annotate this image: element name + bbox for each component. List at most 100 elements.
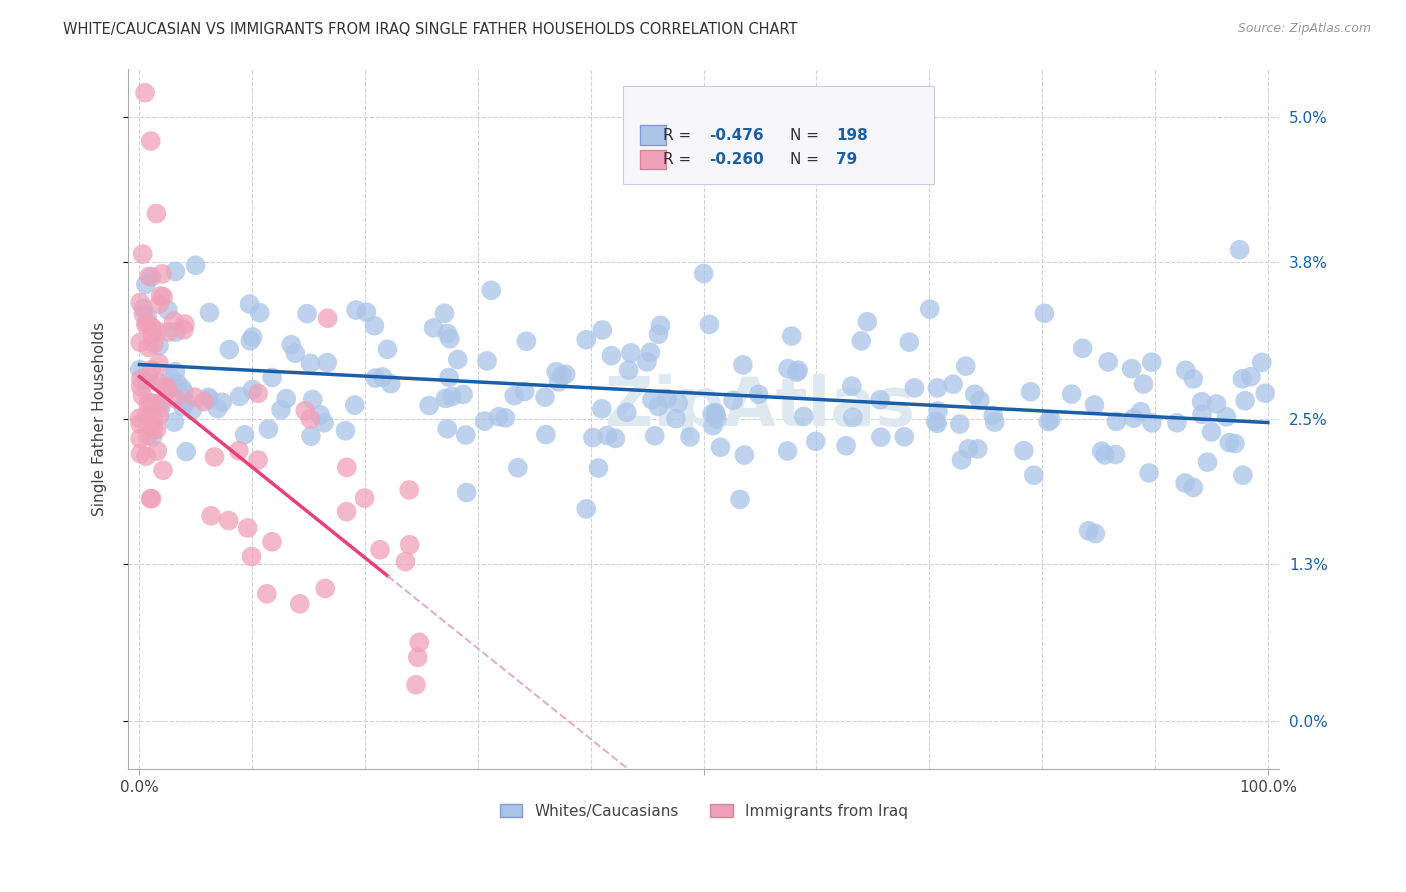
Whites/Caucasians [903, 381, 925, 395]
Whites/Caucasians [165, 264, 187, 278]
Immigrants from Iraq [139, 363, 162, 377]
Whites/Caucasians [316, 356, 339, 370]
Whites/Caucasians [1022, 468, 1045, 483]
Whites/Caucasians [475, 354, 498, 368]
Whites/Caucasians [198, 392, 221, 407]
Whites/Caucasians [371, 370, 394, 384]
Immigrants from Iraq [129, 372, 152, 386]
Whites/Caucasians [596, 428, 619, 442]
Whites/Caucasians [1191, 394, 1213, 409]
Whites/Caucasians [1019, 384, 1042, 399]
Whites/Caucasians [380, 376, 402, 391]
Text: 79: 79 [837, 153, 858, 167]
Whites/Caucasians [534, 427, 557, 442]
Immigrants from Iraq [163, 314, 186, 328]
Whites/Caucasians [898, 335, 921, 350]
Whites/Caucasians [1038, 415, 1060, 429]
Immigrants from Iraq [129, 417, 152, 431]
Immigrants from Iraq [398, 538, 420, 552]
Text: R =: R = [664, 128, 696, 143]
Whites/Caucasians [363, 318, 385, 333]
Immigrants from Iraq [128, 411, 150, 425]
Whites/Caucasians [181, 402, 204, 417]
Whites/Caucasians [299, 356, 322, 370]
Immigrants from Iraq [156, 382, 179, 396]
Whites/Caucasians [1033, 306, 1056, 320]
Immigrants from Iraq [146, 444, 169, 458]
Whites/Caucasians [582, 431, 605, 445]
Text: N =: N = [790, 153, 824, 167]
Immigrants from Iraq [142, 422, 165, 436]
Whites/Caucasians [343, 398, 366, 412]
Whites/Caucasians [163, 415, 186, 429]
Immigrants from Iraq [256, 587, 278, 601]
Whites/Caucasians [963, 387, 986, 401]
Whites/Caucasians [1218, 435, 1240, 450]
Whites/Caucasians [1083, 398, 1105, 412]
Whites/Caucasians [184, 258, 207, 272]
Immigrants from Iraq [394, 555, 416, 569]
Whites/Caucasians [198, 305, 221, 319]
Whites/Caucasians [280, 337, 302, 351]
Whites/Caucasians [776, 444, 799, 458]
Whites/Caucasians [454, 428, 477, 442]
Whites/Caucasians [503, 389, 526, 403]
Whites/Caucasians [1201, 425, 1223, 439]
Text: -0.260: -0.260 [710, 153, 763, 167]
Whites/Caucasians [981, 409, 1004, 423]
Whites/Caucasians [731, 358, 754, 372]
Whites/Caucasians [344, 303, 367, 318]
Whites/Caucasians [1197, 455, 1219, 469]
Whites/Caucasians [534, 390, 557, 404]
Whites/Caucasians [1232, 372, 1254, 386]
Whites/Caucasians [1240, 369, 1263, 384]
Text: ZipAtlas: ZipAtlas [605, 374, 915, 440]
Whites/Caucasians [312, 416, 335, 430]
Whites/Caucasians [242, 330, 264, 344]
Whites/Caucasians [299, 429, 322, 443]
Whites/Caucasians [142, 397, 165, 411]
Whites/Caucasians [1234, 393, 1257, 408]
Whites/Caucasians [605, 432, 627, 446]
Whites/Caucasians [159, 370, 181, 384]
Whites/Caucasians [1097, 355, 1119, 369]
Immigrants from Iraq [165, 392, 187, 406]
Whites/Caucasians [547, 375, 569, 389]
Immigrants from Iraq [193, 394, 215, 409]
Whites/Caucasians [640, 345, 662, 359]
Whites/Caucasians [650, 318, 672, 333]
Whites/Caucasians [1223, 436, 1246, 450]
Y-axis label: Single Father Households: Single Father Households [93, 322, 107, 516]
Whites/Caucasians [728, 492, 751, 507]
Whites/Caucasians [693, 267, 716, 281]
Whites/Caucasians [699, 318, 721, 332]
FancyBboxPatch shape [623, 86, 934, 184]
Whites/Caucasians [135, 277, 157, 292]
Whites/Caucasians [1129, 404, 1152, 418]
Text: 198: 198 [837, 128, 868, 143]
Whites/Caucasians [166, 376, 188, 391]
Whites/Caucasians [301, 392, 323, 407]
Immigrants from Iraq [146, 324, 169, 338]
Whites/Caucasians [436, 326, 458, 341]
Whites/Caucasians [270, 402, 292, 417]
Whites/Caucasians [249, 306, 271, 320]
Whites/Caucasians [787, 363, 810, 377]
Immigrants from Iraq [228, 443, 250, 458]
Whites/Caucasians [433, 306, 456, 320]
Text: Source: ZipAtlas.com: Source: ZipAtlas.com [1237, 22, 1371, 36]
Whites/Caucasians [1174, 363, 1197, 377]
Immigrants from Iraq [135, 449, 157, 463]
Immigrants from Iraq [150, 267, 173, 281]
Text: -0.476: -0.476 [710, 128, 763, 143]
Whites/Caucasians [141, 430, 163, 444]
Immigrants from Iraq [336, 460, 359, 475]
Whites/Caucasians [927, 417, 949, 431]
Whites/Caucasians [494, 410, 516, 425]
Immigrants from Iraq [294, 403, 316, 417]
Immigrants from Iraq [129, 295, 152, 310]
Whites/Caucasians [942, 377, 965, 392]
Whites/Caucasians [474, 414, 496, 428]
Immigrants from Iraq [353, 491, 375, 505]
Whites/Caucasians [233, 427, 256, 442]
